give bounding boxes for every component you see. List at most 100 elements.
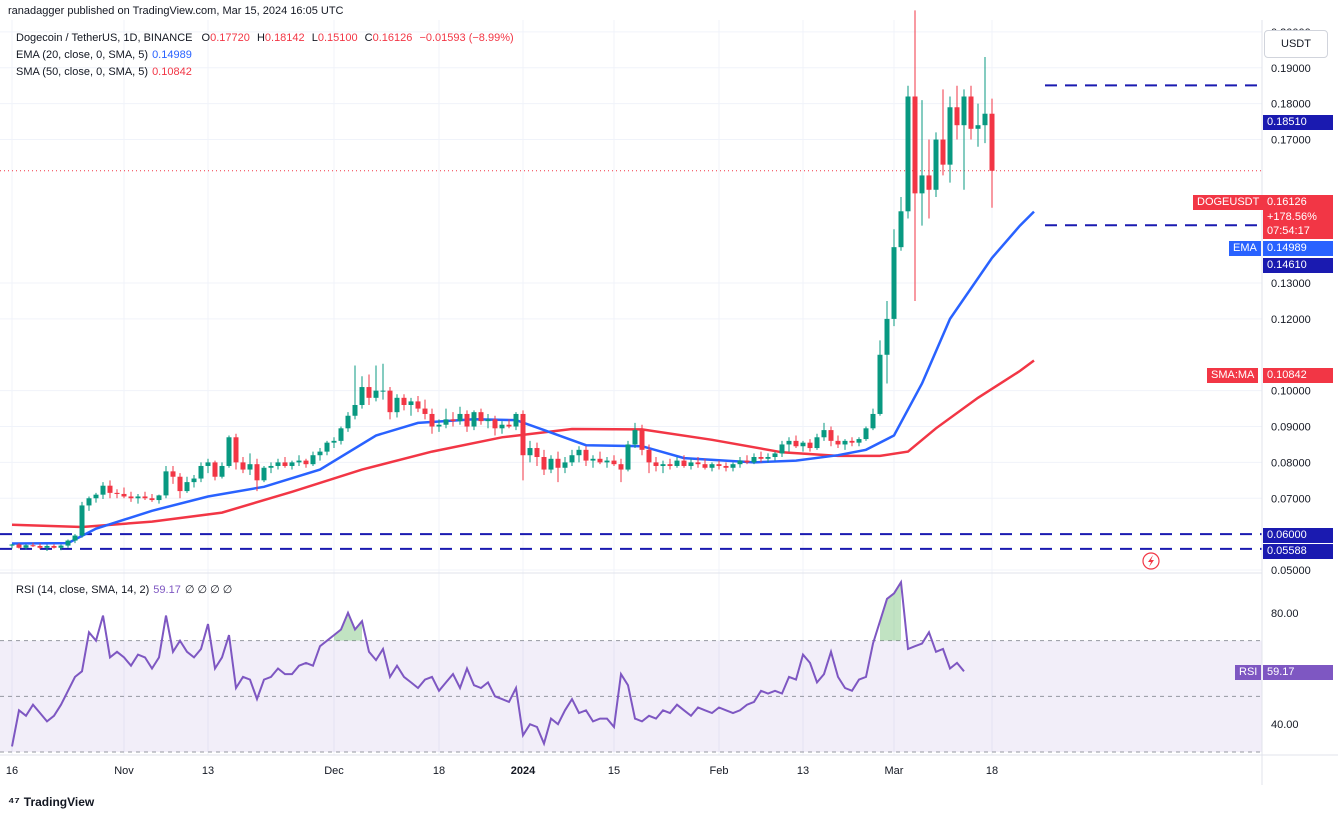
- candle: [247, 453, 253, 475]
- candle-body: [583, 449, 589, 461]
- candle-body: [772, 453, 778, 458]
- candle: [807, 439, 813, 452]
- candle: [233, 433, 239, 470]
- price-axis[interactable]: 0.200000.190000.180000.170000.130000.120…: [1271, 27, 1311, 577]
- last-price-symbol-badge: DOGEUSDT: [1193, 195, 1264, 210]
- price-tick-label: 0.12000: [1271, 314, 1311, 326]
- candle: [366, 374, 372, 405]
- candle-body: [247, 464, 253, 470]
- rsi-legend-label: RSI (14, close, SMA, 14, 2): [16, 584, 150, 596]
- candle-body: [345, 415, 351, 429]
- candle: [674, 457, 680, 468]
- price-tick-label: 0.08000: [1271, 457, 1311, 469]
- candle: [520, 410, 526, 481]
- candle: [884, 300, 890, 384]
- ema-legend[interactable]: EMA (20, close, 0, SMA, 5) 0.14989: [16, 49, 192, 61]
- countdown-badge: 07:54:17: [1263, 224, 1333, 239]
- candle: [499, 421, 505, 434]
- candle-body: [415, 401, 421, 409]
- candle-body: [107, 485, 113, 493]
- candle-body: [387, 390, 393, 413]
- flash-icon[interactable]: [1142, 552, 1160, 570]
- candle-body: [100, 485, 106, 495]
- candle: [828, 426, 834, 447]
- candle: [842, 439, 848, 450]
- sma-legend-label: SMA (50, close, 0, SMA, 5): [16, 66, 149, 78]
- candle: [660, 460, 666, 474]
- ema-legend-label: EMA (20, close, 0, SMA, 5): [16, 49, 149, 61]
- candle: [394, 394, 400, 418]
- candle-body: [800, 442, 806, 447]
- tradingview-logo[interactable]: ⁴⁷ TradingView: [8, 794, 94, 809]
- candle-body: [191, 478, 197, 483]
- time-tick-label: 2024: [511, 765, 536, 777]
- candle: [450, 412, 456, 427]
- candle-body: [156, 495, 162, 501]
- currency-button[interactable]: USDT: [1264, 30, 1328, 58]
- sma-value-badge: 0.10842: [1263, 368, 1333, 383]
- candle: [191, 474, 197, 488]
- candle: [646, 444, 652, 474]
- candle: [352, 365, 358, 420]
- candle: [268, 462, 274, 474]
- publisher-header: ranadagger published on TradingView.com,…: [8, 5, 344, 17]
- candle: [947, 96, 953, 183]
- level-185-badge: 0.18510: [1263, 115, 1333, 130]
- candle-body: [828, 430, 834, 441]
- candle-body: [240, 462, 246, 470]
- ohlc-open: 0.17720: [210, 32, 250, 44]
- candle: [765, 453, 771, 463]
- candle: [730, 462, 736, 472]
- candle: [37, 543, 43, 550]
- candle: [653, 457, 659, 472]
- candle-body: [177, 476, 183, 492]
- candle-body: [982, 113, 988, 126]
- candle-body: [401, 397, 407, 405]
- candle-body: [877, 354, 883, 414]
- candle-body: [653, 462, 659, 466]
- symbol-legend[interactable]: Dogecoin / TetherUS, 1D, BINANCE O0.1772…: [16, 32, 514, 44]
- rsi-value-badge: 59.17: [1263, 665, 1333, 680]
- candle-body: [282, 462, 288, 466]
- candle: [142, 491, 148, 501]
- candle-body: [618, 464, 624, 470]
- candle: [331, 437, 337, 449]
- candle-body: [324, 442, 330, 452]
- candle: [261, 465, 267, 483]
- candle-body: [527, 448, 533, 456]
- time-tick-label: 18: [986, 765, 998, 777]
- rsi-legend[interactable]: RSI (14, close, SMA, 14, 2) 59.17 ∅ ∅ ∅ ∅: [16, 583, 232, 596]
- ohlc-change: −0.01593 (−8.99%): [419, 32, 514, 44]
- candle: [254, 458, 260, 492]
- candle-body: [373, 390, 379, 398]
- candle: [149, 493, 155, 502]
- candle-body: [408, 401, 414, 405]
- candle: [709, 462, 715, 472]
- candle: [44, 544, 50, 551]
- sma-legend[interactable]: SMA (50, close, 0, SMA, 5) 0.10842: [16, 66, 192, 78]
- candle: [751, 453, 757, 465]
- candle-body: [44, 545, 50, 548]
- candle: [86, 496, 92, 511]
- candle: [744, 455, 750, 465]
- candle: [667, 458, 673, 470]
- candlestick-series: [9, 10, 995, 551]
- candle-body: [786, 440, 792, 445]
- candle-body: [758, 457, 764, 459]
- candle-body: [142, 496, 148, 499]
- candle-body: [58, 545, 64, 548]
- candle-body: [128, 496, 134, 499]
- time-axis[interactable]: 16 Nov 13 Dec 18 2024 15 Feb 13 Mar 18: [6, 765, 998, 777]
- candle-body: [380, 390, 386, 392]
- candle-body: [492, 419, 498, 429]
- candle-body: [72, 535, 78, 541]
- candle-body: [975, 125, 981, 129]
- candle: [716, 460, 722, 470]
- ema-value-badge: 0.14989: [1263, 241, 1333, 256]
- rsi-line: [11, 579, 965, 747]
- price-tick-label: 0.18000: [1271, 99, 1311, 111]
- candle-body: [16, 544, 22, 548]
- candle: [835, 435, 841, 449]
- time-tick-label: 13: [797, 765, 809, 777]
